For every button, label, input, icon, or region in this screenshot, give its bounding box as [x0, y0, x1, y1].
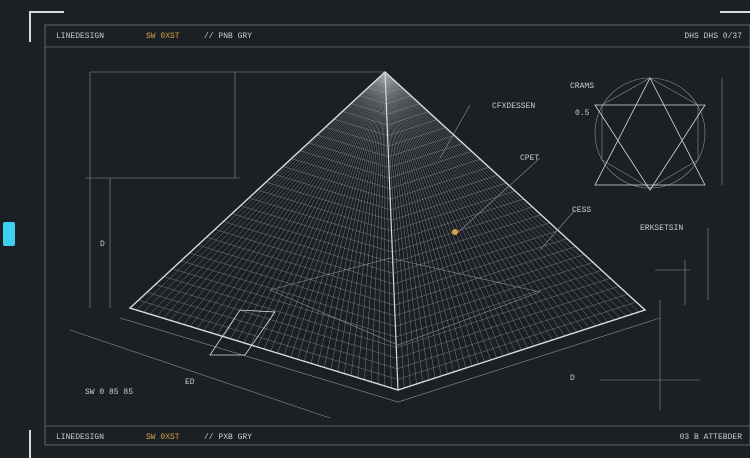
mesh-line [385, 79, 394, 83]
header-title: LINEDESIGN [56, 32, 104, 41]
mesh-line [386, 95, 412, 104]
mesh-line [394, 246, 576, 306]
mesh-line [387, 111, 429, 126]
mesh-line [172, 268, 396, 338]
mesh-line [391, 190, 516, 232]
mesh-line [291, 158, 390, 189]
mesh-line [385, 87, 403, 94]
mesh-line [389, 159, 481, 189]
side-indicator [3, 222, 15, 246]
bottom-note: SW 0 85 85 [85, 388, 133, 397]
footer-code: SW 0XST [146, 433, 180, 442]
edge-note: CESS [572, 206, 591, 215]
mesh-line [282, 166, 391, 200]
mesh-line [180, 260, 396, 327]
mesh-line [359, 95, 387, 104]
footer-right: 03 B ATTEBDER [680, 433, 743, 442]
mesh-line [350, 103, 387, 115]
mesh-line [394, 238, 568, 295]
base-dim: ED [185, 378, 195, 387]
mesh-line [389, 151, 472, 179]
left-dim: D [100, 240, 105, 249]
mesh-line [367, 87, 386, 94]
mesh-line [308, 142, 389, 168]
apex-note: CFXDESSEN [492, 102, 535, 111]
mesh-line [387, 127, 446, 147]
detail-title: CRAMS [570, 82, 594, 91]
mesh-line [240, 205, 393, 253]
mesh-line [163, 276, 397, 348]
header-right: DHS DHS 0/37 [684, 32, 742, 41]
mesh-line [197, 244, 395, 306]
mesh-line [395, 270, 602, 338]
mesh-line [231, 213, 393, 263]
mesh-line [333, 119, 388, 136]
mesh-line [397, 301, 637, 380]
mesh-line [316, 134, 389, 157]
mesh-line [257, 189, 392, 232]
side-note: ERKSETSIN [640, 224, 683, 233]
mesh-line [376, 79, 386, 83]
corner-bracket [29, 11, 64, 42]
header-code: SW 0XST [146, 32, 180, 41]
mesh-line [396, 286, 620, 359]
mesh-line [155, 284, 397, 359]
mesh-line [393, 230, 559, 285]
mesh-line [388, 135, 455, 157]
mesh-line [138, 299, 398, 380]
detail-star [594, 77, 706, 191]
mesh-line [387, 119, 438, 136]
mesh-line [248, 197, 392, 242]
mesh-line [394, 254, 585, 316]
mesh-line [146, 292, 398, 369]
mesh-line [265, 181, 392, 221]
mesh-line [206, 237, 395, 295]
mesh-line [391, 198, 524, 242]
footer-subtitle: // PXB GRY [204, 433, 252, 442]
mesh-line [274, 174, 391, 210]
mesh-line [388, 143, 464, 168]
inner-note: CPET [520, 154, 539, 163]
footer-title: LINEDESIGN [56, 433, 104, 442]
mesh-line [390, 167, 490, 200]
mesh-line [342, 111, 388, 126]
base-dim: D [570, 374, 575, 383]
mesh-line [395, 262, 594, 327]
frame [44, 24, 750, 446]
mesh-line [386, 103, 420, 115]
mesh-line [214, 229, 394, 285]
pyramid [69, 71, 723, 419]
header-subtitle: // PNB GRY [204, 32, 252, 41]
mesh-line [391, 182, 507, 221]
mesh-line [392, 214, 542, 263]
mesh-line [397, 293, 628, 369]
mesh-line [392, 206, 533, 253]
mesh-line [396, 278, 611, 348]
detail-note: 0.5 [575, 109, 590, 118]
mesh-line [325, 126, 389, 147]
mesh-line [393, 222, 550, 274]
mesh-line [299, 150, 390, 179]
mesh-line [390, 174, 498, 210]
